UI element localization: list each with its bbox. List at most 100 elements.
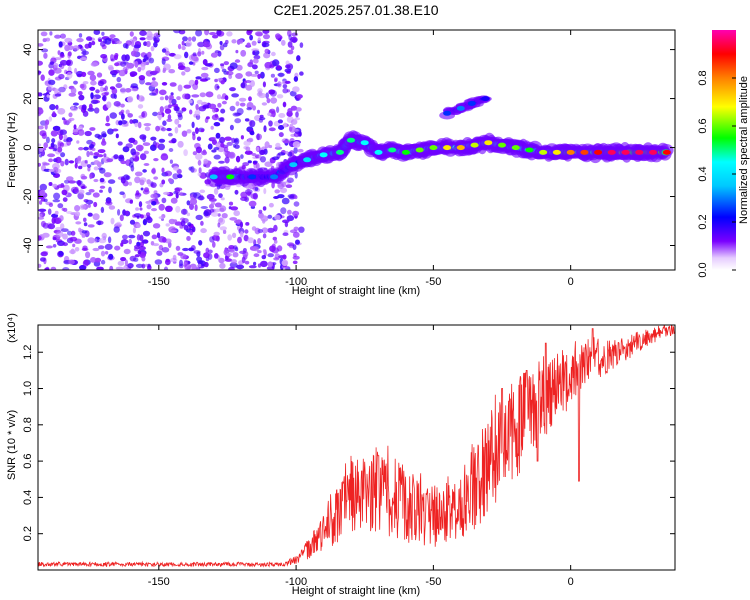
noise-speck: [66, 60, 72, 65]
noise-speck: [151, 168, 156, 174]
noise-speck: [189, 109, 193, 115]
noise-speck: [66, 119, 72, 123]
noise-speck: [85, 199, 94, 205]
noise-speck: [136, 223, 141, 229]
colorbar-label: Normalized spectral amplitude: [738, 76, 750, 224]
noise-speck: [181, 40, 185, 46]
noise-speck: [155, 125, 161, 132]
snr-y-unit: (x10⁴): [6, 313, 18, 343]
noise-speck: [147, 51, 152, 58]
noise-speck: [204, 30, 210, 36]
noise-speck: [233, 138, 238, 143]
ridge-point: [467, 101, 476, 106]
noise-speck: [189, 198, 198, 205]
noise-speck: [45, 266, 50, 270]
noise-speck: [86, 164, 92, 168]
noise-speck: [263, 34, 270, 40]
noise-speck: [60, 160, 65, 167]
noise-speck: [76, 140, 80, 144]
y-tick-label: -40: [22, 238, 34, 254]
spectrogram-frame: [37, 29, 676, 271]
noise-speck: [293, 195, 298, 200]
noise-speck: [106, 158, 114, 163]
noise-speck: [218, 117, 224, 122]
noise-speck: [141, 256, 146, 262]
noise-speck: [259, 117, 266, 121]
noise-speck: [156, 114, 163, 119]
colorbar-tick-label: 0.8: [697, 70, 709, 85]
noise-speck: [58, 41, 63, 48]
noise-speck: [165, 223, 170, 227]
noise-speck: [278, 113, 286, 118]
noise-speck: [251, 48, 259, 52]
noise-speck: [181, 71, 186, 76]
noise-speck: [152, 243, 160, 247]
noise-speck: [48, 116, 53, 122]
noise-speck: [163, 191, 170, 195]
noise-speck: [217, 222, 221, 228]
noise-speck: [100, 259, 106, 265]
noise-speck: [187, 36, 192, 42]
x-tick-label: -50: [425, 276, 441, 288]
noise-speck: [220, 108, 226, 114]
ridge-point: [539, 149, 548, 155]
noise-speck: [171, 98, 177, 105]
noise-speck: [270, 97, 278, 104]
noise-speck: [117, 141, 123, 146]
ridge-point: [388, 147, 397, 153]
noise-speck: [38, 216, 45, 220]
noise-speck: [192, 151, 198, 156]
ridge-point: [443, 110, 452, 116]
noise-speck: [195, 103, 199, 111]
noise-speck: [229, 87, 236, 92]
noise-speck: [119, 191, 125, 195]
noise-speck: [269, 245, 276, 252]
noise-speck: [181, 45, 186, 51]
noise-speck: [245, 222, 250, 226]
noise-speck: [204, 77, 211, 81]
noise-speck: [211, 114, 219, 121]
noise-speck: [293, 201, 300, 207]
noise-speck: [134, 244, 140, 249]
noise-speck: [78, 33, 83, 38]
noise-speck: [212, 241, 216, 248]
noise-speck: [286, 177, 294, 183]
noise-speck: [199, 92, 206, 98]
noise-speck: [174, 126, 179, 134]
noise-speck: [147, 263, 151, 268]
noise-speck: [40, 74, 45, 81]
noise-speck: [285, 64, 291, 69]
noise-speck: [198, 167, 202, 174]
noise-speck: [218, 193, 223, 199]
noise-speck: [52, 125, 61, 131]
noise-speck: [235, 155, 241, 163]
noise-speck: [53, 62, 59, 68]
y-tick-label: 0.8: [22, 417, 34, 432]
noise-speck: [213, 122, 221, 127]
noise-speck: [91, 40, 96, 46]
noise-speck: [271, 51, 276, 57]
noise-speck: [111, 40, 115, 45]
noise-speck: [125, 175, 131, 180]
noise-speck: [98, 238, 107, 244]
noise-speck: [231, 39, 237, 44]
noise-speck: [139, 37, 146, 41]
noise-speck: [90, 62, 99, 67]
noise-speck: [40, 251, 48, 257]
noise-speck: [194, 204, 198, 212]
noise-speck: [274, 253, 280, 260]
noise-speck: [146, 204, 152, 210]
noise-speck: [268, 127, 276, 132]
noise-speck: [256, 146, 260, 152]
noise-speck: [269, 64, 275, 69]
noise-speck: [197, 41, 205, 47]
noise-speck: [129, 255, 137, 262]
noise-speck: [260, 156, 266, 163]
noise-speck: [72, 102, 79, 106]
noise-speck: [81, 230, 88, 234]
noise-speck: [83, 146, 89, 151]
noise-speck: [49, 31, 53, 36]
noise-speck: [108, 205, 116, 210]
colorbar-tick-label: 0.4: [697, 166, 709, 181]
noise-speck: [139, 134, 147, 140]
